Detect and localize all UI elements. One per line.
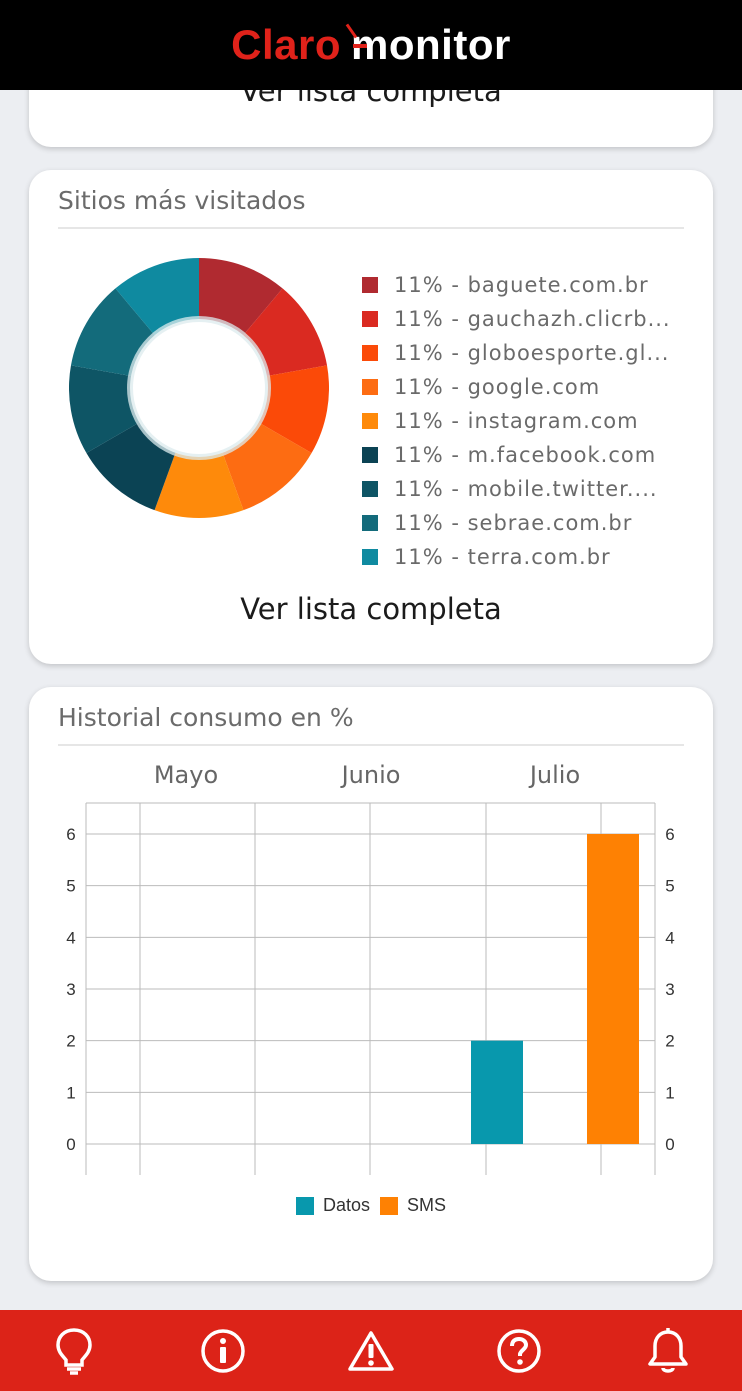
site-legend-label: 11% - m.facebook.com xyxy=(394,443,657,467)
donut-slice xyxy=(70,288,156,377)
app-header: Claro monitor xyxy=(0,0,742,90)
warning-icon[interactable] xyxy=(341,1321,401,1381)
legend-item-datos: Datos xyxy=(295,1195,370,1216)
claro-monitor-logo: Claro monitor xyxy=(231,15,511,75)
month-label: Julio xyxy=(529,761,581,789)
bar-datos xyxy=(471,1040,523,1144)
y-tick-label-left: 5 xyxy=(66,877,75,896)
ver-lista-completa-link[interactable]: Ver lista completa xyxy=(240,592,502,626)
y-tick-label-right: 1 xyxy=(665,1083,674,1102)
y-tick-label-left: 1 xyxy=(66,1083,75,1102)
site-legend-item: 11% - terra.com.br xyxy=(362,540,671,574)
y-tick-label-right: 6 xyxy=(665,825,674,844)
history-bar-chart: 0 0 1 1 2 2 3 3 4 4 5 5 6 6 xyxy=(66,802,675,1175)
donut-slice xyxy=(257,365,329,453)
donut-slice xyxy=(242,288,328,377)
y-tick-label-left: 6 xyxy=(66,825,75,844)
legend-swatch xyxy=(362,413,378,429)
site-legend-label: 11% - mobile.twitter.... xyxy=(394,477,658,501)
site-legend-label: 11% - instagram.com xyxy=(394,409,639,433)
top-sites-card: Sitios más visitados 11% - baguete.com.b… xyxy=(29,170,713,664)
y-tick-label-right: 3 xyxy=(665,980,674,999)
legend-swatch xyxy=(380,1196,398,1215)
legend-swatch xyxy=(362,345,378,361)
legend-swatch xyxy=(362,277,378,293)
legend-item-sms: SMS xyxy=(380,1195,446,1216)
legend-label: Datos xyxy=(322,1195,370,1215)
legend-swatch xyxy=(362,549,378,565)
legend-swatch xyxy=(362,481,378,497)
site-legend-label: 11% - sebrae.com.br xyxy=(394,511,633,535)
legend-swatch xyxy=(362,515,378,531)
y-tick-label-right: 4 xyxy=(665,928,674,947)
legend-swatch xyxy=(362,447,378,463)
divider xyxy=(58,227,684,229)
y-tick-label-left: 2 xyxy=(66,1032,75,1051)
legend-swatch xyxy=(295,1196,314,1215)
y-tick-label-right: 0 xyxy=(665,1135,674,1154)
site-legend-label: 11% - google.com xyxy=(394,375,601,399)
site-legend-item: 11% - gauchazh.clicrb... xyxy=(362,302,671,336)
donut-slice xyxy=(199,258,283,337)
help-icon[interactable] xyxy=(489,1321,549,1381)
y-tick-label-right: 5 xyxy=(665,877,674,896)
bar-sms xyxy=(587,834,639,1144)
sites-donut-chart xyxy=(69,258,329,518)
legend-swatch xyxy=(362,311,378,327)
sites-legend: 11% - baguete.com.br 11% - gauchazh.clicr… xyxy=(362,268,671,574)
chart-legend: Datos SMS xyxy=(29,1195,713,1216)
legend-swatch xyxy=(362,379,378,395)
site-legend-label: 11% - terra.com.br xyxy=(394,545,611,569)
y-tick-label-right: 2 xyxy=(665,1032,674,1051)
donut-hole xyxy=(127,316,271,460)
site-legend-label: 11% - baguete.com.br xyxy=(394,273,649,297)
brand-monitor: monitor xyxy=(351,21,511,68)
y-tick-label-left: 3 xyxy=(66,980,75,999)
y-tick-label-left: 0 xyxy=(66,1135,75,1154)
site-legend-label: 11% - globoesporte.gl... xyxy=(394,341,670,365)
donut-slice xyxy=(115,258,199,337)
donut-slice xyxy=(69,365,141,453)
info-icon[interactable] xyxy=(193,1321,253,1381)
card-title: Sitios más visitados xyxy=(58,186,306,215)
divider xyxy=(58,744,684,746)
history-card: Historial consumo en % Mayo Junio Julio … xyxy=(29,687,713,1281)
site-legend-item: 11% - m.facebook.com xyxy=(362,438,671,472)
lightbulb-icon[interactable] xyxy=(44,1321,104,1381)
legend-label: SMS xyxy=(407,1195,447,1215)
month-label: Mayo xyxy=(153,761,219,789)
site-legend-item: 11% - globoesporte.gl... xyxy=(362,336,671,370)
month-label: Junio xyxy=(341,761,401,789)
y-tick-label-left: 4 xyxy=(66,928,75,947)
card-title: Historial consumo en % xyxy=(58,703,354,732)
site-legend-item: 11% - instagram.com xyxy=(362,404,671,438)
site-legend-item: 11% - sebrae.com.br xyxy=(362,506,671,540)
brand-claro: Claro xyxy=(231,21,342,68)
site-legend-item: 11% - google.com xyxy=(362,370,671,404)
site-legend-item: 11% - mobile.twitter.... xyxy=(362,472,671,506)
bell-icon[interactable] xyxy=(638,1321,698,1381)
bottom-nav xyxy=(0,1310,742,1391)
donut-slice xyxy=(154,450,244,518)
site-legend-label: 11% - gauchazh.clicrb... xyxy=(394,307,671,331)
site-legend-item: 11% - baguete.com.br xyxy=(362,268,671,302)
